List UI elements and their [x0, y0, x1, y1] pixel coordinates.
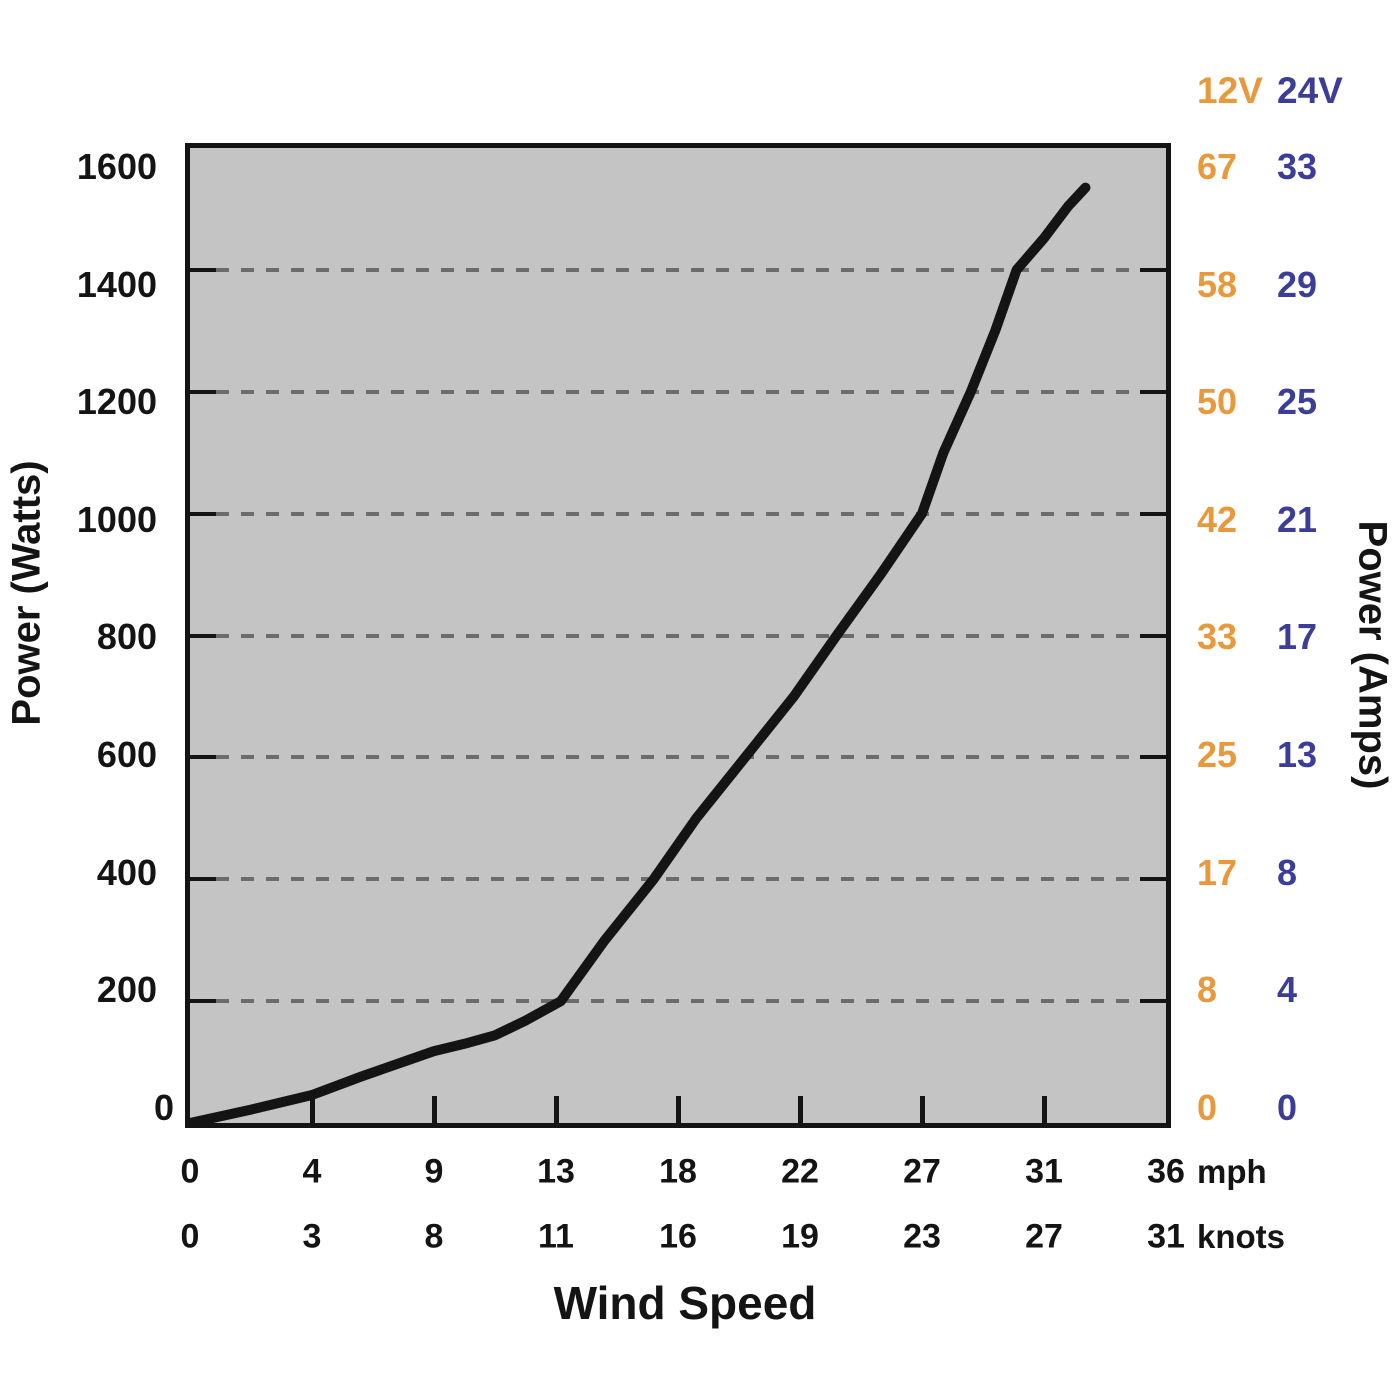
mph-tick-label: 27: [903, 1152, 941, 1191]
amps-12v-value: 8: [1197, 969, 1218, 1011]
gridline-dashes: [216, 633, 1140, 638]
gridline-end-tick: [190, 877, 216, 882]
amps-12v-value: 17: [1197, 851, 1238, 893]
gridline-end-tick: [190, 267, 216, 272]
gridline-end-tick: [190, 511, 216, 516]
wind-speed-axis-title: Wind Speed: [553, 1277, 817, 1329]
mph-tick-label: 0: [180, 1152, 200, 1191]
mph-tick-label: 18: [659, 1152, 697, 1191]
amps-24v-header: 24V: [1277, 70, 1343, 111]
x-tick: [553, 1096, 559, 1123]
amps-24v-value: 4: [1277, 969, 1298, 1011]
knots-tick-label: 16: [659, 1217, 697, 1256]
gridline-end-tick: [1140, 877, 1166, 882]
mph-unit-label: mph: [1197, 1153, 1267, 1190]
x-tick: [1041, 1096, 1047, 1123]
x-tick: [919, 1096, 925, 1123]
knots-tick-label: 31: [1147, 1217, 1185, 1256]
watts-tick-label: 1600: [76, 146, 157, 187]
knots-tick-label: 23: [903, 1217, 941, 1256]
amps-12v-value: 42: [1197, 498, 1238, 540]
amps-12v-value: 33: [1197, 616, 1238, 658]
gridline-end-tick: [1140, 389, 1166, 394]
x-tick: [797, 1096, 803, 1123]
amps-12v-value: 0: [1197, 1086, 1218, 1128]
mph-tick-label: 36: [1147, 1152, 1185, 1191]
watts-tick-label: 1000: [76, 498, 157, 540]
x-tick: [675, 1096, 681, 1123]
mph-tick-label: 9: [424, 1152, 444, 1191]
gridline-1200: [190, 389, 1166, 394]
knots-tick-label: 8: [424, 1217, 444, 1256]
gridline-end-tick: [190, 389, 216, 394]
x-tick: [431, 1096, 437, 1123]
gridline-end-tick: [1140, 999, 1166, 1004]
knots-tick-label: 0: [180, 1217, 200, 1256]
x-tick: [309, 1096, 315, 1123]
watts-tick-label: 800: [96, 616, 157, 658]
amps-24v-value: 21: [1277, 498, 1318, 540]
knots-tick-label: 19: [781, 1217, 819, 1256]
gridline-600: [190, 755, 1166, 760]
gridline-800: [190, 633, 1166, 638]
amps-24v-value: 13: [1277, 734, 1318, 775]
gridline-dashes: [216, 877, 1140, 882]
gridline-end-tick: [1140, 633, 1166, 638]
amps-12v-header: 12V: [1197, 70, 1263, 111]
mph-tick-label: 22: [781, 1152, 819, 1191]
amps-24v-value: 8: [1277, 851, 1298, 893]
gridline-dashes: [216, 267, 1140, 272]
amps-12v-value: 25: [1197, 734, 1238, 775]
power-amps-axis-title: Power (Amps): [1350, 520, 1395, 790]
mph-tick-label: 13: [537, 1152, 575, 1191]
power-curve: [185, 182, 1091, 1128]
gridline-1000: [190, 511, 1166, 516]
amps-24v-value: 33: [1277, 146, 1318, 187]
gridline-end-tick: [1140, 267, 1166, 272]
gridline-end-tick: [1140, 511, 1166, 516]
amps-24v-value: 0: [1277, 1086, 1298, 1128]
amps-24v-value: 17: [1277, 616, 1318, 658]
gridline-200: [190, 999, 1166, 1004]
amps-12v-value: 50: [1197, 381, 1238, 423]
watts-tick-label: 0: [153, 1086, 174, 1128]
gridline-dashes: [216, 511, 1140, 516]
gridline-dashes: [216, 999, 1140, 1004]
watts-tick-label: 1200: [76, 381, 157, 423]
gridline-1400: [190, 267, 1166, 272]
watts-tick-label: 600: [96, 734, 157, 775]
amps-12v-value: 58: [1197, 263, 1238, 305]
gridline-end-tick: [190, 999, 216, 1004]
plot-area: [185, 148, 1166, 1128]
watts-tick-label: 200: [96, 969, 157, 1011]
gridline-end-tick: [190, 755, 216, 760]
power-watts-axis-title: Power (Watts): [4, 460, 49, 726]
knots-tick-label: 11: [538, 1217, 574, 1256]
mph-tick-label: 4: [302, 1152, 322, 1191]
knots-tick-label: 3: [302, 1217, 322, 1256]
gridline-end-tick: [190, 633, 216, 638]
gridline-400: [190, 877, 1166, 882]
watts-tick-label: 400: [96, 851, 157, 893]
gridline-dashes: [216, 755, 1140, 760]
amps-24v-value: 29: [1277, 263, 1318, 305]
amps-12v-value: 67: [1197, 146, 1238, 187]
gridline-end-tick: [1140, 755, 1166, 760]
power-curve-line: [185, 182, 1091, 1128]
amps-24v-value: 25: [1277, 381, 1318, 423]
watts-tick-label: 1400: [76, 263, 157, 305]
knots-tick-label: 27: [1025, 1217, 1063, 1256]
knots-unit-label: knots: [1197, 1218, 1286, 1255]
gridline-dashes: [216, 389, 1140, 394]
mph-tick-label: 31: [1025, 1152, 1063, 1191]
